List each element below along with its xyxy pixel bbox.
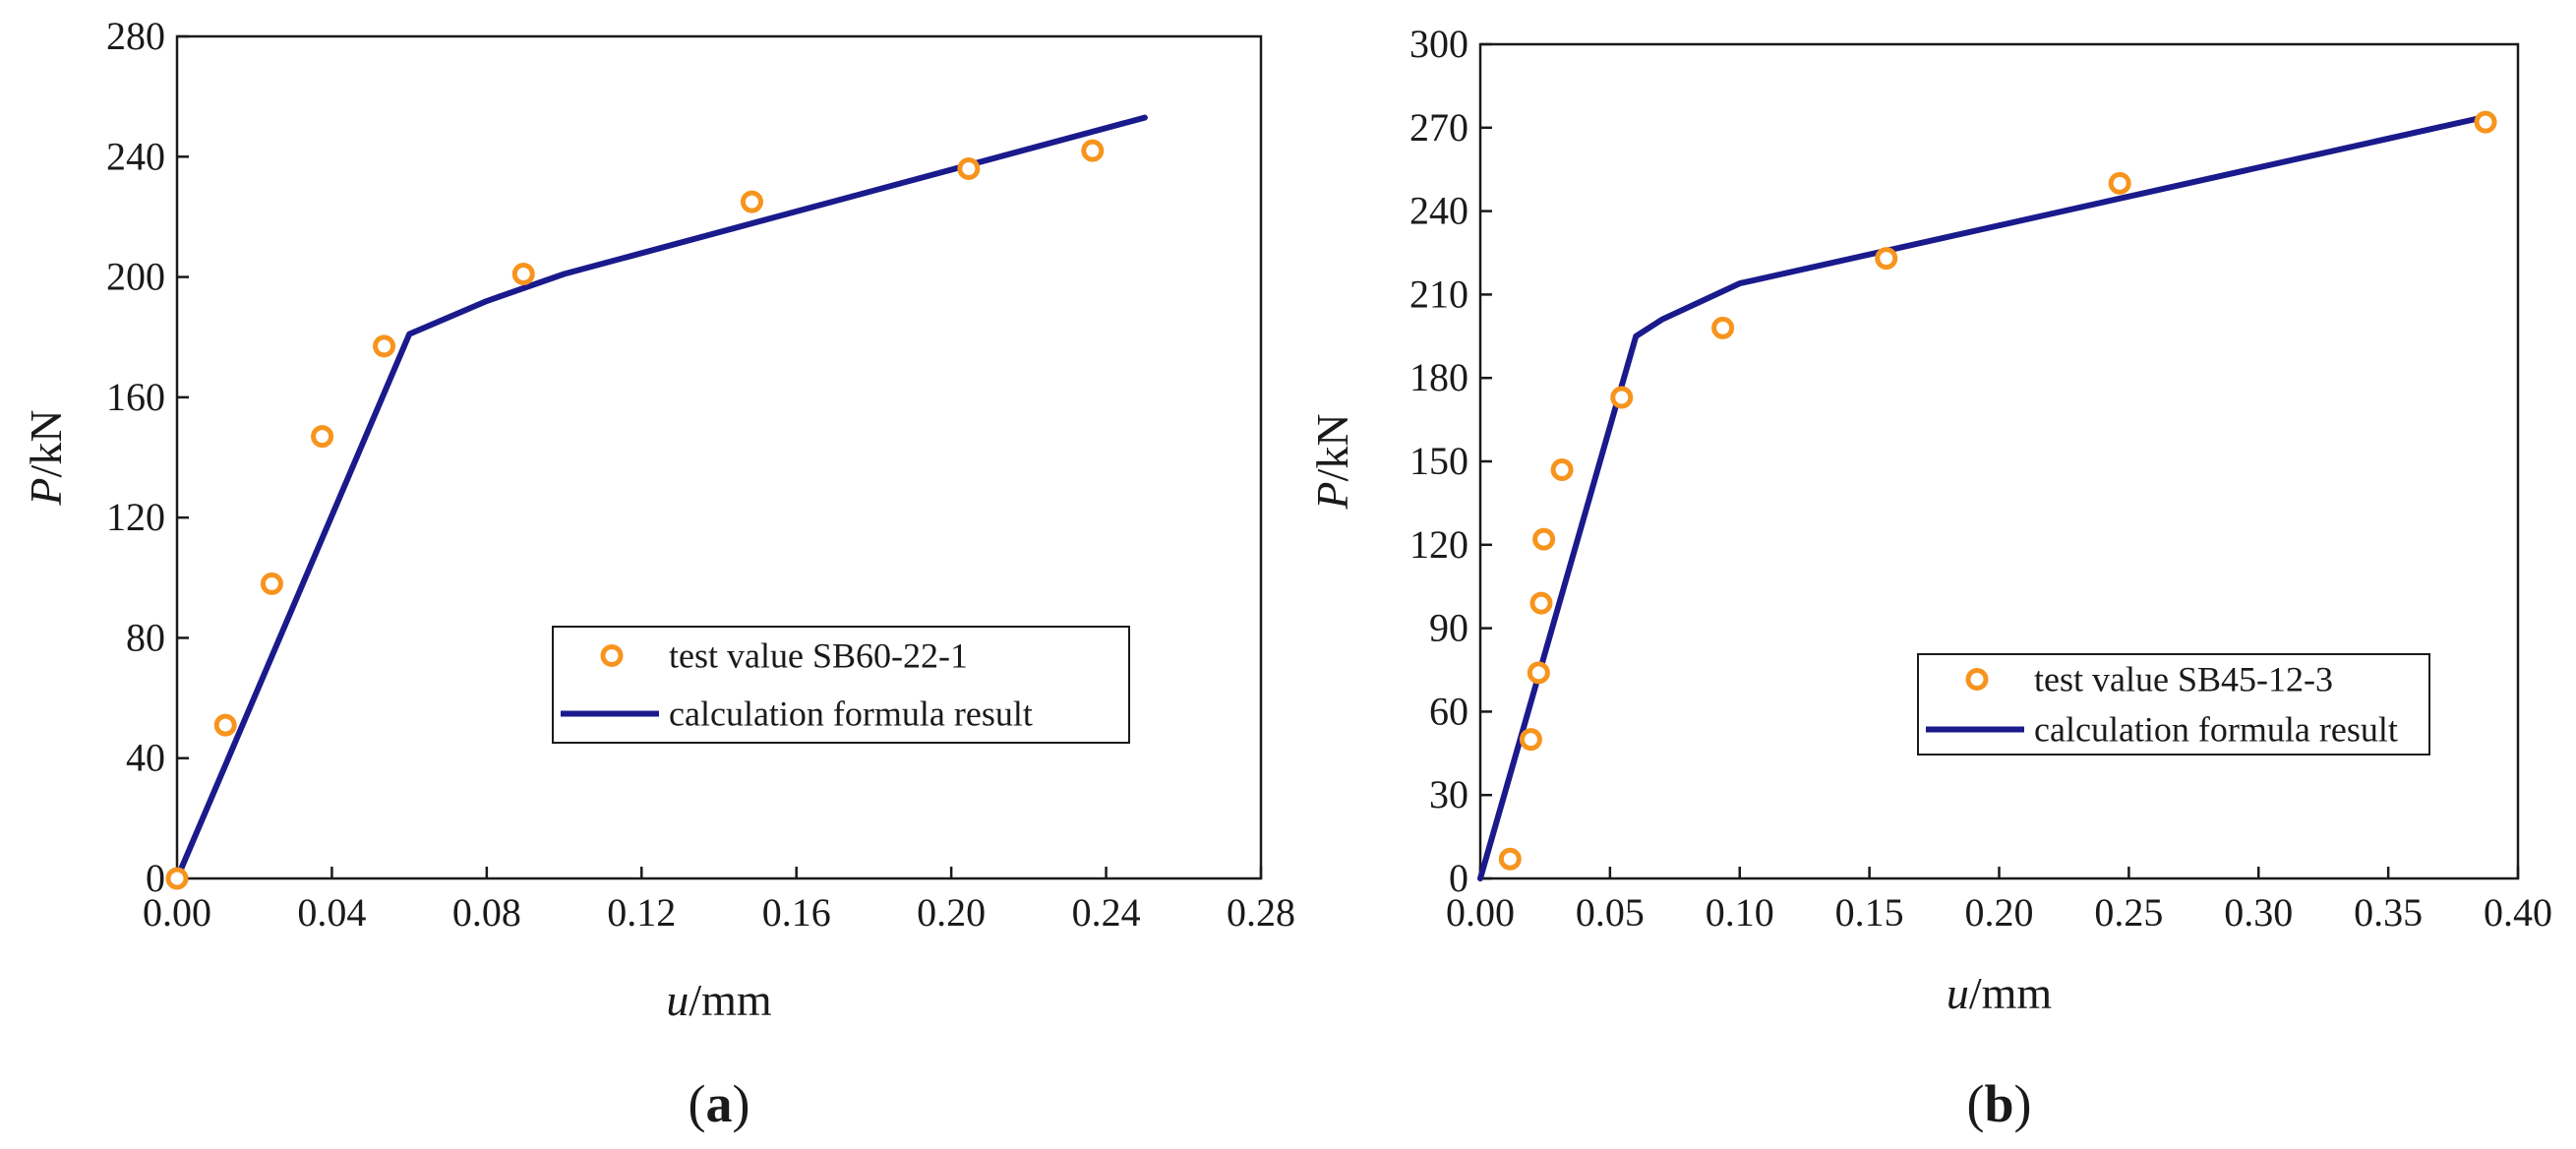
- data-point-test: [213, 713, 237, 737]
- x-axis-var: u: [1947, 968, 1969, 1018]
- x-tick-label: 0.28: [1227, 890, 1295, 935]
- x-axis-var: u: [666, 975, 689, 1025]
- data-point-test: [1529, 591, 1553, 615]
- data-point-test: [1711, 316, 1735, 339]
- data-point-test: [2474, 110, 2497, 134]
- x-tick-label: 0.10: [1706, 890, 1774, 935]
- data-point-test: [1498, 847, 1522, 871]
- legend-marker-test: [600, 644, 624, 667]
- x-tick-label: 0.04: [297, 890, 366, 935]
- x-axis-label: u/mm: [666, 975, 772, 1025]
- data-point-test: [311, 425, 334, 449]
- y-tick-label: 240: [106, 134, 165, 178]
- panel-label-letter: b: [1984, 1074, 2013, 1133]
- panel-label-close: ): [733, 1074, 750, 1133]
- legend-marker-test: [1965, 668, 1989, 691]
- x-tick-label: 0.05: [1576, 890, 1645, 935]
- legend-box: [1917, 653, 2430, 756]
- x-tick-label: 0.15: [1835, 890, 1904, 935]
- x-tick-label: 0.30: [2224, 890, 2293, 935]
- chart-panel-a: 0.00 0.04 0.08 0.12 0.16 0.20 0.24 0.28 0 40 80 120…: [21, 14, 1295, 1133]
- panel-label-close: ): [2014, 1074, 2032, 1133]
- y-tick-label: 210: [1409, 272, 1468, 316]
- data-point-test: [373, 334, 396, 358]
- x-tick-label: 0.35: [2354, 890, 2423, 935]
- data-point-test: [1527, 661, 1550, 685]
- data-point-test: [1519, 728, 1542, 752]
- y-tick-label: 0: [1449, 856, 1468, 900]
- y-axis-unit: /kN: [21, 409, 71, 477]
- x-tick-label: 0.40: [2484, 890, 2552, 935]
- y-tick-label: 80: [126, 615, 165, 659]
- x-tick-label: 0.08: [452, 890, 521, 935]
- data-point-test: [165, 867, 189, 890]
- chart-panel-b: 0.00 0.05 0.10 0.15 0.20 0.25 0.30 0.35 0.40 0 30 6…: [1307, 22, 2552, 1133]
- data-point-test: [260, 572, 283, 595]
- data-point-test: [1081, 139, 1105, 162]
- panel-label: (b): [1966, 1074, 2031, 1133]
- x-tick-label: 0.20: [917, 890, 986, 935]
- legend-entry-label: test value SB45-12-3: [2034, 660, 2333, 699]
- y-axis-label: P/kN: [1307, 413, 1357, 510]
- x-tick-label: 0.25: [2094, 890, 2163, 935]
- x-tick-label: 0.16: [762, 890, 831, 935]
- y-tick-label: 150: [1409, 439, 1468, 483]
- y-axis-var: P: [21, 477, 71, 506]
- panel-label: (a): [689, 1074, 750, 1133]
- panel-label-open: (: [1966, 1074, 1984, 1133]
- legend-box: [552, 626, 1130, 744]
- series-line-calculation: [174, 114, 1148, 881]
- legend: test value SB45-12-3 calculation formula …: [1917, 653, 2430, 756]
- y-tick-label: 270: [1409, 105, 1468, 150]
- legend-entry-label: calculation formula result: [669, 695, 1033, 734]
- data-point-test: [1875, 247, 1898, 271]
- data-point-test: [740, 190, 763, 213]
- panel-label-open: (: [689, 1074, 706, 1133]
- data-point-test: [1610, 386, 1634, 409]
- y-tick-label: 240: [1409, 189, 1468, 233]
- data-point-test: [1550, 457, 1574, 481]
- data-point-test: [511, 263, 535, 286]
- legend-entry-label: calculation formula result: [2034, 710, 2398, 750]
- x-tick-label: 0.12: [607, 890, 676, 935]
- y-tick-label: 120: [106, 495, 165, 539]
- x-tick-label: 0.20: [1965, 890, 2034, 935]
- y-axis-var: P: [1307, 481, 1357, 510]
- y-tick-label: 160: [106, 375, 165, 419]
- legend-entry-label: test value SB60-22-1: [669, 636, 968, 676]
- y-tick-label: 40: [126, 736, 165, 780]
- y-tick-label: 90: [1429, 606, 1468, 650]
- y-axis-unit: /kN: [1307, 413, 1357, 481]
- y-tick-label: 0: [146, 856, 165, 900]
- y-tick-label: 120: [1409, 522, 1468, 567]
- y-tick-label: 30: [1429, 772, 1468, 816]
- series-line-calculation: [1477, 113, 2490, 881]
- data-point-test: [2108, 171, 2131, 195]
- legend: test value SB60-22-1 calculation formula …: [552, 626, 1130, 744]
- y-axis-label: P/kN: [21, 409, 71, 506]
- x-tick-label: 0.00: [1446, 890, 1515, 935]
- y-tick-label: 200: [106, 255, 165, 299]
- data-point-test: [1532, 527, 1556, 551]
- y-tick-label: 300: [1409, 22, 1468, 66]
- data-point-test: [957, 157, 981, 181]
- y-tick-label: 180: [1409, 355, 1468, 399]
- y-tick-label: 60: [1429, 689, 1468, 733]
- x-axis-label: u/mm: [1947, 968, 2053, 1018]
- x-axis-unit: /mm: [1969, 968, 2053, 1018]
- y-tick-label: 280: [106, 14, 165, 58]
- panel-label-letter: a: [706, 1074, 733, 1133]
- x-tick-label: 0.24: [1072, 890, 1141, 935]
- x-tick-label: 0.00: [143, 890, 211, 935]
- plot-frame: [175, 34, 1263, 880]
- x-axis-unit: /mm: [689, 975, 772, 1025]
